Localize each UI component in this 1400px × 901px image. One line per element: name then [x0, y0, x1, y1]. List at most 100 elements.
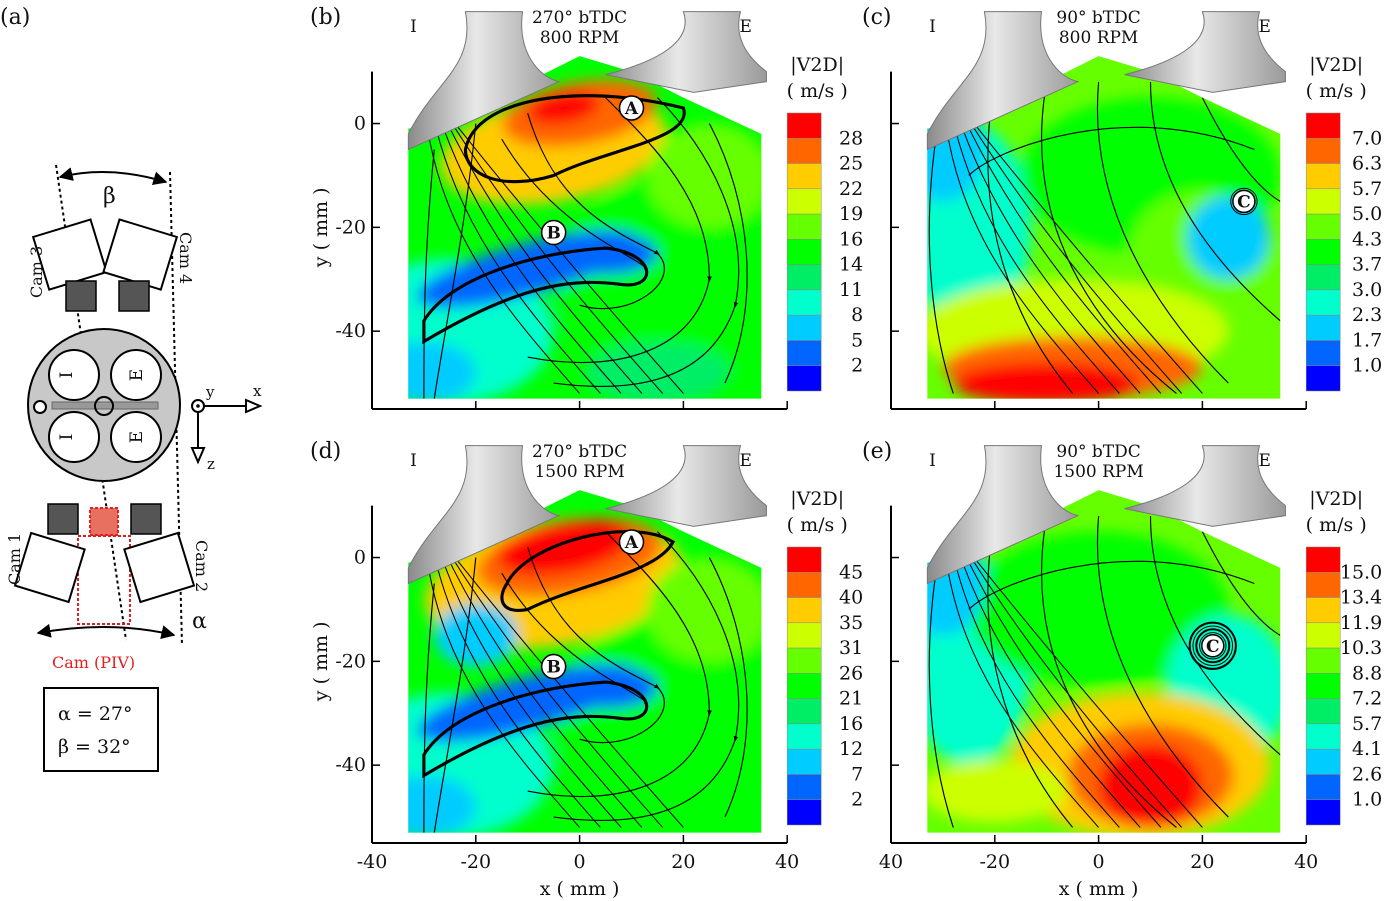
colorbar-band — [786, 112, 822, 139]
engine-speed-title: 1500 RPM — [534, 462, 624, 482]
panel-label: (c) — [862, 5, 892, 30]
colorbar-tick-label: 1.0 — [1352, 355, 1382, 377]
velocity-field — [927, 56, 1281, 399]
streamline — [954, 541, 1141, 828]
camera-4-label: Cam 4 — [176, 232, 195, 284]
colorbar-band — [1305, 112, 1341, 139]
streamline — [954, 107, 1141, 394]
laser-sheet — [51, 401, 159, 410]
streamline — [968, 560, 1255, 610]
colorbar-band — [1305, 597, 1341, 624]
valve-label: E — [127, 431, 147, 443]
exhaust-valve-image — [1124, 11, 1286, 93]
velocity-contour — [1186, 196, 1270, 280]
exhaust-valve-image — [1124, 445, 1286, 527]
x-arrowhead-icon — [245, 398, 263, 414]
colorbar-tick-label: 2.3 — [1352, 304, 1382, 326]
exhaust-valve — [110, 411, 162, 463]
colorbar-tick-label: 19 — [839, 203, 863, 225]
colorbar-band — [1305, 546, 1341, 573]
colorbar-band — [786, 774, 822, 800]
streamline — [1149, 516, 1281, 756]
alpha-arc — [36, 623, 176, 639]
x-tick-label: 20 — [1190, 851, 1214, 873]
x-tick-label: -40 — [357, 851, 388, 873]
y-tick-label: -20 — [335, 216, 366, 238]
camera-3-lens — [65, 280, 97, 312]
colorbar-band — [786, 546, 822, 573]
piv-camera-lens — [89, 507, 119, 536]
intake-valve-image — [407, 445, 561, 585]
engine-speed-title: 800 RPM — [540, 28, 620, 48]
streamlines — [422, 530, 748, 833]
camera-1-lens — [47, 503, 79, 535]
streamlines — [928, 515, 1281, 828]
colorbar-units: ( m/s ) — [1306, 80, 1367, 102]
colorbar-tick-label: 12 — [839, 738, 863, 760]
colorbar-band — [1305, 748, 1341, 775]
x-axis-title: x ( mm ) — [540, 878, 620, 900]
streamline — [1041, 515, 1177, 828]
streamline — [423, 583, 435, 833]
valve-label: I — [57, 434, 77, 441]
injector — [33, 400, 47, 414]
colorbar: 28 25 22 19 16 14 11 8 5 2 |V2D| ( m/s ) — [786, 54, 863, 392]
colorbar-tick-label: 8.8 — [1352, 662, 1382, 684]
streamline — [527, 547, 665, 744]
colorbar-tick-label: 45 — [839, 561, 863, 583]
beta-value: β = 32° — [58, 736, 131, 758]
region-label: A — [624, 533, 639, 553]
streamline — [973, 123, 1203, 394]
spark-plug — [94, 396, 114, 416]
y-tick-label: -20 — [335, 650, 366, 672]
y-tick-label: -40 — [335, 320, 366, 342]
colorbar-tick-label: 13.4 — [1340, 587, 1382, 609]
colorbar-band — [1305, 365, 1341, 392]
velocity-contour — [553, 666, 658, 709]
colorbar-band — [786, 239, 822, 265]
region-label: B — [546, 224, 560, 244]
streamline — [433, 123, 477, 399]
colorbar-title: |V2D| — [1309, 488, 1363, 510]
colorbar-tick-label: 14 — [839, 254, 863, 276]
x-tick-label: 0 — [574, 851, 586, 873]
colorbar: 7.0 6.3 5.7 5.0 4.3 3.7 3.0 2.3 1.7 1.0 |V2D| ( m/s… — [1305, 54, 1382, 392]
region-marker — [1201, 634, 1225, 658]
field-contours — [408, 79, 762, 399]
y-tick-label: 0 — [354, 113, 366, 135]
camera-1-body — [13, 531, 86, 604]
streamline — [1201, 97, 1281, 202]
colorbar-units: ( m/s ) — [787, 514, 848, 536]
region-marker — [618, 529, 645, 555]
streamline — [967, 118, 1183, 394]
x-tick-label: 40 — [775, 851, 799, 873]
colorbar-tick-label: 10.3 — [1340, 637, 1382, 659]
streamline — [948, 536, 1120, 828]
streamline — [928, 97, 954, 394]
colorbar-tick-label: 7.0 — [1352, 127, 1382, 149]
colorbar-tick-label: 6.3 — [1352, 153, 1382, 175]
colorbar-band — [786, 647, 822, 674]
colorbar-tick-label: 8 — [851, 304, 863, 326]
y-tick-label: 0 — [354, 547, 366, 569]
exhaust-label: E — [739, 451, 751, 471]
colorbar-band — [1305, 340, 1341, 366]
colorbar-tick-label: 1.0 — [1352, 789, 1382, 811]
colorbar-tick-label: 5.7 — [1352, 713, 1382, 735]
colorbar-tick-label: 35 — [839, 612, 863, 634]
velocity-contour — [927, 759, 1068, 823]
camera-1-label: Cam 1 — [5, 533, 24, 585]
x-tick-label: 20 — [671, 851, 695, 873]
camera-2-label: Cam 2 — [192, 540, 211, 592]
piv-camera-body — [77, 535, 131, 625]
colorbar-band — [786, 314, 822, 341]
velocity-contour — [647, 123, 762, 228]
valve-label: E — [127, 369, 147, 381]
vortex-streamline — [1195, 628, 1231, 664]
region-label: C — [1206, 637, 1220, 657]
streamline — [448, 552, 664, 828]
exhaust-label: E — [1258, 451, 1270, 471]
colorbar-band — [1305, 622, 1341, 649]
streamline — [423, 149, 435, 399]
colorbar-band — [786, 289, 822, 316]
